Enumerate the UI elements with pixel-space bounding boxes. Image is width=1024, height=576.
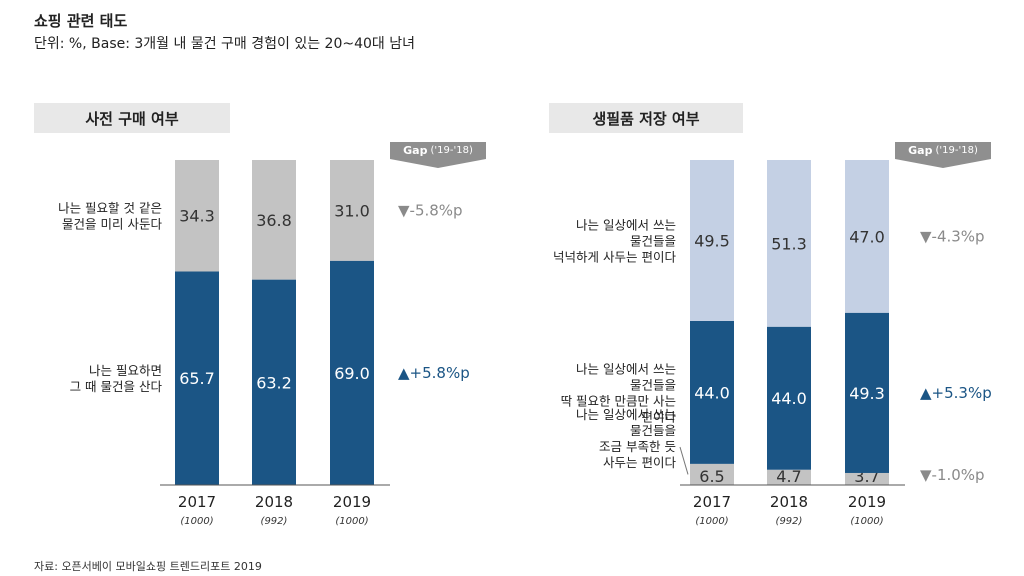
value-label: 31.0 (334, 201, 370, 220)
x-tick-label: 2019 (848, 493, 886, 511)
x-tick-label: 2017 (693, 493, 731, 511)
bar-2-2018-s1 (767, 469, 811, 485)
series-label-line: 물건들을 (630, 377, 676, 392)
page-title: 쇼핑 관련 태도 (34, 12, 128, 30)
gap-value: ▼-4.3%p (920, 227, 985, 245)
gap-value: ▲+5.8%p (398, 364, 470, 382)
gap-tag-period: ('19-'18) (935, 145, 978, 156)
gap-tag-1: Gap ('19-'18) (390, 142, 486, 159)
series-label-line: 나는 필요하면 (89, 363, 162, 378)
bar-1-2017-s2 (175, 160, 219, 272)
base-count-label: (1000) (180, 516, 213, 527)
bar-2-2017-s2 (690, 320, 734, 464)
base-count-label: (1000) (695, 516, 728, 527)
chart-1-title: 사전 구매 여부 (34, 103, 230, 133)
gap-tag-label: Gap (403, 144, 428, 157)
gap-tag-label: Gap (908, 144, 933, 157)
source-footer: 자료: 오픈서베이 모바일쇼핑 트렌드리포트 2019 (34, 560, 262, 573)
bar-2-2019-s1 (845, 472, 889, 485)
series-label-line: 조금 부족한 듯 (599, 439, 676, 454)
value-label: 65.7 (179, 369, 215, 388)
bar-1-2017-s1 (175, 271, 219, 485)
series-label-line: 물건들을 (630, 233, 676, 248)
series-label-line: 물건들을 (630, 423, 676, 438)
series-label: 나는 필요하면 그 때 물건을 산다 (70, 363, 163, 394)
page-subtitle: 단위: %, Base: 3개월 내 물건 구매 경험이 있는 20~40대 남… (34, 36, 416, 52)
gap-tag-arrow-1 (390, 159, 486, 168)
value-label: 34.3 (179, 207, 215, 226)
gap-value: ▼-1.0%p (920, 466, 985, 484)
gap-tag-arrow-2 (895, 159, 991, 168)
gap-tag-2: Gap ('19-'18) (895, 142, 991, 159)
series-label: 나는 필요할 것 같은 물건을 미리 사둔다 (58, 201, 162, 232)
series-label: 나는 일상에서 쓰는 물건들을 조금 부족한 듯 사두는 편이다 (576, 407, 676, 470)
series-label-line: 넉넉하게 사두는 편이다 (553, 249, 676, 264)
base-count-label: (992) (261, 516, 288, 527)
series-label-line: 나는 일상에서 쓰는 (576, 217, 676, 232)
bar-1-2018-s1 (252, 279, 296, 485)
bar-2-2019-s2 (845, 312, 889, 473)
bar-2-2019-s3 (845, 160, 889, 313)
chart-2-title: 생필품 저장 여부 (549, 103, 743, 133)
value-label: 6.5 (699, 467, 724, 486)
series-label: 나는 일상에서 쓰는 물건들을 넉넉하게 사두는 편이다 (553, 217, 676, 264)
value-label: 69.0 (334, 364, 370, 383)
bar-2-2017-s3 (690, 160, 734, 321)
value-label: 49.5 (694, 231, 730, 250)
value-label: 47.0 (849, 227, 885, 246)
value-label: 4.7 (776, 467, 801, 486)
series-label-line: 나는 일상에서 쓰는 (576, 407, 676, 422)
series-label-line: 물건을 미리 사둔다 (62, 217, 162, 232)
series-label-line: 편이다 (641, 409, 676, 424)
gap-value: ▲+5.3%p (920, 384, 992, 402)
series-label-line: 나는 필요할 것 같은 (58, 201, 162, 216)
series-label-line: 사두는 편이다 (603, 455, 676, 470)
bar-1-2018-s2 (252, 160, 296, 280)
base-count-label: (992) (776, 516, 803, 527)
x-tick-label: 2018 (770, 493, 808, 511)
bar-2-2017-s1 (690, 463, 734, 485)
gap-tag-period: ('19-'18) (430, 145, 473, 156)
value-label: 49.3 (849, 384, 885, 403)
bar-1-2019-s2 (330, 160, 374, 261)
series-label-line: 그 때 물건을 산다 (70, 379, 163, 394)
value-label: 51.3 (771, 234, 807, 253)
value-label: 36.8 (256, 211, 292, 230)
x-tick-label: 2018 (255, 493, 293, 511)
value-label: 44.0 (771, 389, 807, 408)
series-label-line: 나는 일상에서 쓰는 (576, 361, 676, 376)
value-label: 63.2 (256, 373, 292, 392)
bar-1-2019-s1 (330, 260, 374, 485)
bar-2-2018-s3 (767, 160, 811, 327)
gap-value: ▼-5.8%p (398, 201, 463, 219)
series-label-line: 딱 필요한 만큼만 사는 (561, 393, 676, 408)
x-tick-label: 2019 (333, 493, 371, 511)
base-count-label: (1000) (335, 516, 368, 527)
base-count-label: (1000) (850, 516, 883, 527)
series-label: 나는 일상에서 쓰는 물건들을 딱 필요한 만큼만 사는 편이다 (561, 361, 677, 424)
bar-2-2018-s2 (767, 326, 811, 470)
value-label: 44.0 (694, 383, 730, 402)
x-tick-label: 2017 (178, 493, 216, 511)
leader-line (679, 446, 689, 475)
